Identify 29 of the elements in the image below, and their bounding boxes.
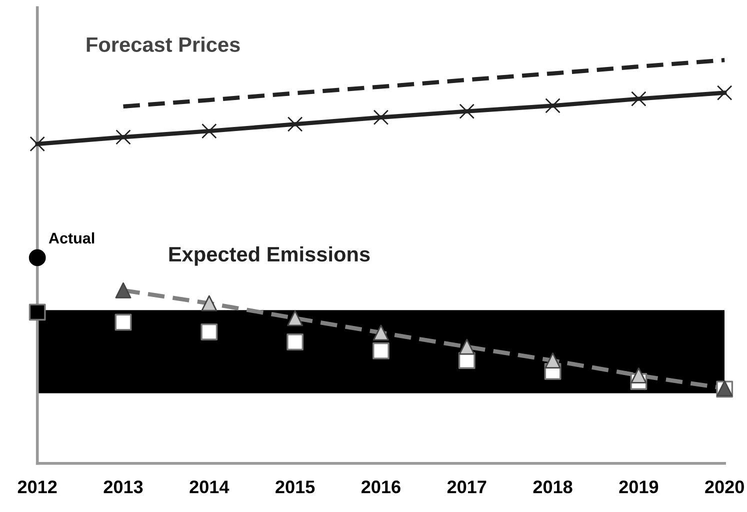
point	[458, 338, 475, 355]
point	[287, 116, 303, 132]
point	[202, 123, 217, 139]
x-tick-label: 2015	[276, 480, 315, 494]
point	[373, 110, 389, 126]
annotation: Expected Emissions	[169, 246, 370, 266]
x-tick-label: 2018	[533, 480, 572, 494]
point	[28, 249, 46, 266]
x-tick-label: 2013	[104, 480, 143, 494]
point	[287, 310, 304, 326]
series-label: Actual	[48, 232, 94, 244]
x-tick-label: 2019	[619, 480, 658, 494]
x-tick-label: 2020	[705, 480, 744, 494]
point	[201, 295, 218, 312]
point	[116, 129, 131, 145]
x-tick-label: 2012	[18, 480, 57, 494]
x-tick-label: 2017	[447, 480, 486, 494]
x-tick-label: 2016	[362, 480, 400, 494]
point	[716, 85, 732, 100]
point	[631, 91, 646, 106]
point	[545, 98, 560, 114]
point	[630, 367, 647, 384]
point	[544, 352, 561, 369]
point	[30, 136, 45, 152]
point	[115, 282, 132, 298]
text: Forecast Prices	[86, 36, 240, 52]
point	[372, 324, 389, 341]
point	[459, 104, 475, 119]
x-tick-label: 2014	[190, 480, 230, 494]
